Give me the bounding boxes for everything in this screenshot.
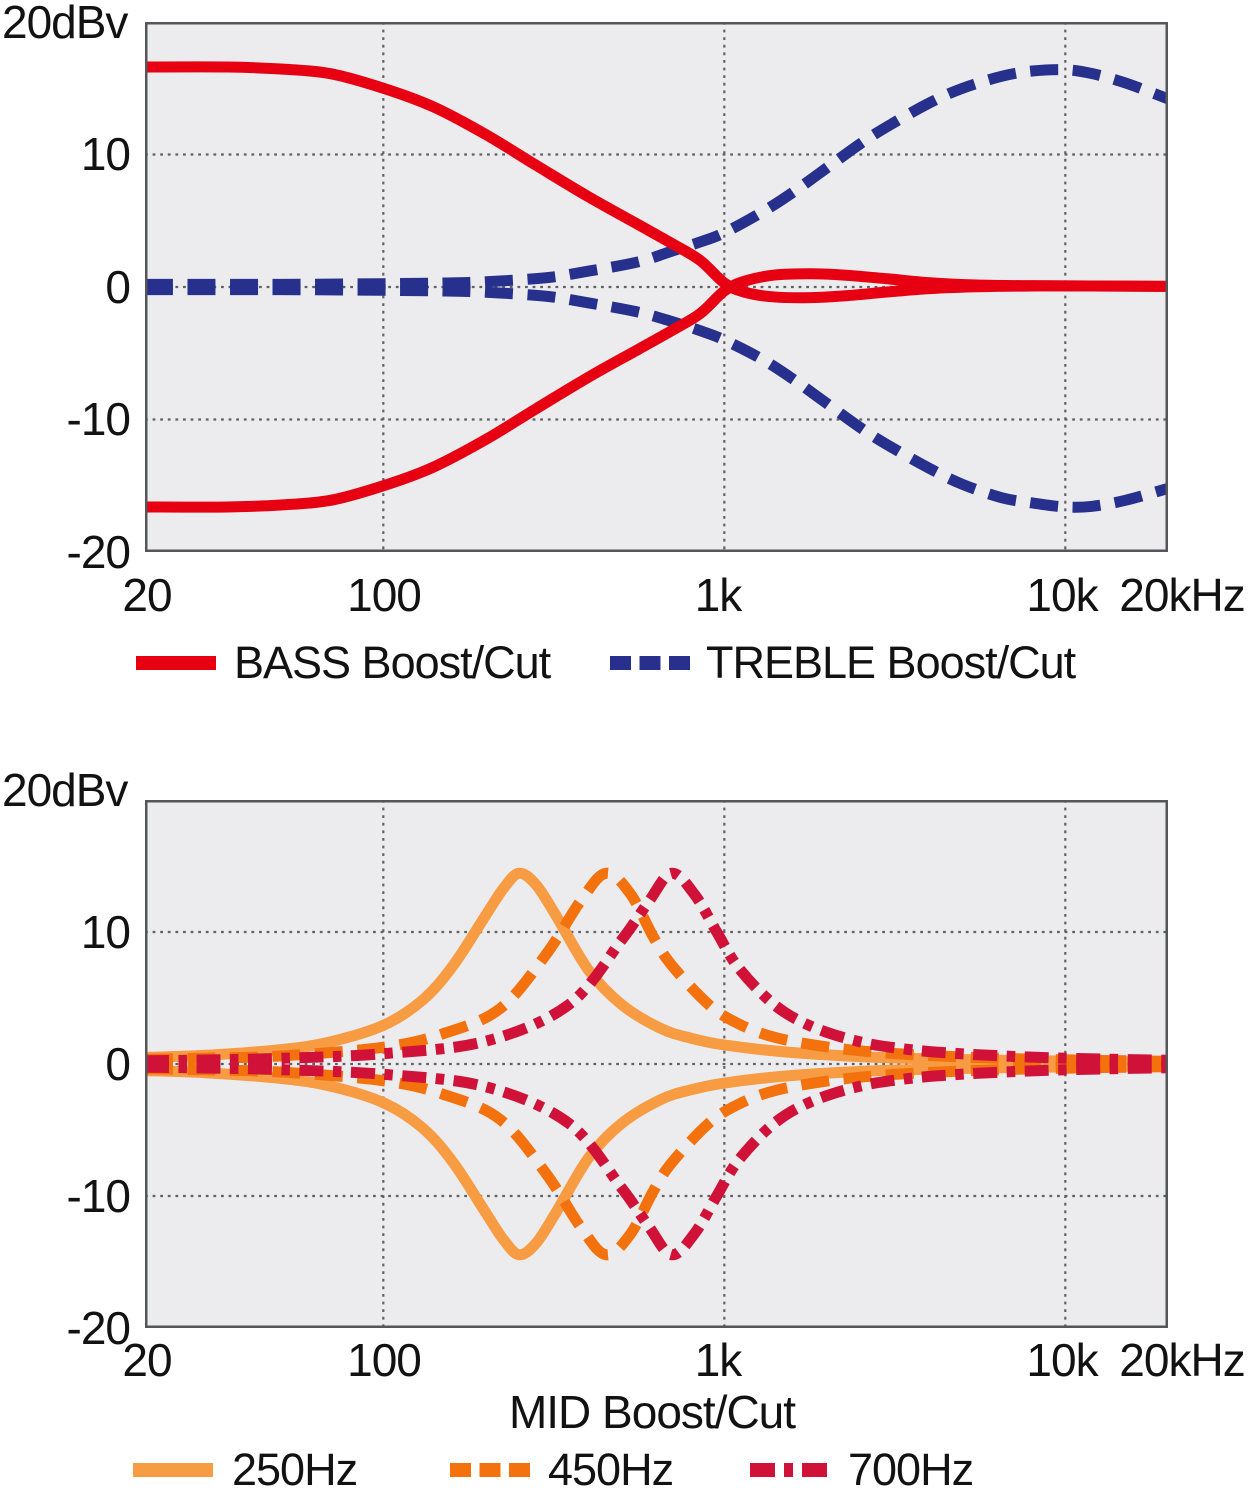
mid-450hz-legend-swatch-icon xyxy=(450,1463,530,1477)
chart1-xtick-20khz: 20kHz xyxy=(1119,569,1245,621)
chart2-xtick-1k: 1k xyxy=(694,1334,743,1386)
chart2-xtick-20khz: 20kHz xyxy=(1119,1334,1245,1386)
chart1-ytick-minus10: -10 xyxy=(66,393,131,445)
chart2-plot-area xyxy=(145,800,1168,1328)
chart1-y-unit-label: 20dBv xyxy=(2,0,128,48)
mid-250hz-legend-swatch-icon xyxy=(133,1463,213,1477)
chart2-ytick-minus10: -10 xyxy=(66,1170,131,1222)
mid-700hz-legend-swatch-icon xyxy=(750,1463,830,1477)
chart2-xtick-20: 20 xyxy=(122,1334,172,1386)
chart1-xtick-10k: 10k xyxy=(1026,569,1098,621)
chart2-xtick-100: 100 xyxy=(347,1334,422,1386)
chart1-xtick-20: 20 xyxy=(122,569,172,621)
chart1-xtick-1k: 1k xyxy=(694,569,743,621)
chart2-x-axis-title: MID Boost/Cut xyxy=(508,1386,796,1438)
bass-legend-swatch-icon xyxy=(136,656,216,670)
chart1-ytick-0: 0 xyxy=(105,261,131,313)
chart1-plot-area xyxy=(145,22,1168,552)
chart2-ytick-10: 10 xyxy=(80,906,131,958)
chart1-xtick-100: 100 xyxy=(347,569,422,621)
chart2-y-unit-label: 20dBv xyxy=(2,764,128,816)
bass-legend-label: BASS Boost/Cut xyxy=(234,637,551,688)
mid-250hz-legend-label: 250Hz xyxy=(232,1444,358,1495)
chart2-ytick-minus20: -20 xyxy=(66,1302,131,1354)
chart1-ytick-10: 10 xyxy=(80,128,131,180)
chart2-ytick-0: 0 xyxy=(105,1038,131,1090)
treble-legend-label: TREBLE Boost/Cut xyxy=(706,637,1076,688)
chart2-xtick-10k: 10k xyxy=(1026,1334,1098,1386)
mid-450hz-legend-label: 450Hz xyxy=(548,1444,674,1495)
chart1-ytick-minus20: -20 xyxy=(66,526,131,578)
treble-legend-swatch-icon xyxy=(610,656,690,670)
mid-700hz-legend-label: 700Hz xyxy=(848,1444,974,1495)
